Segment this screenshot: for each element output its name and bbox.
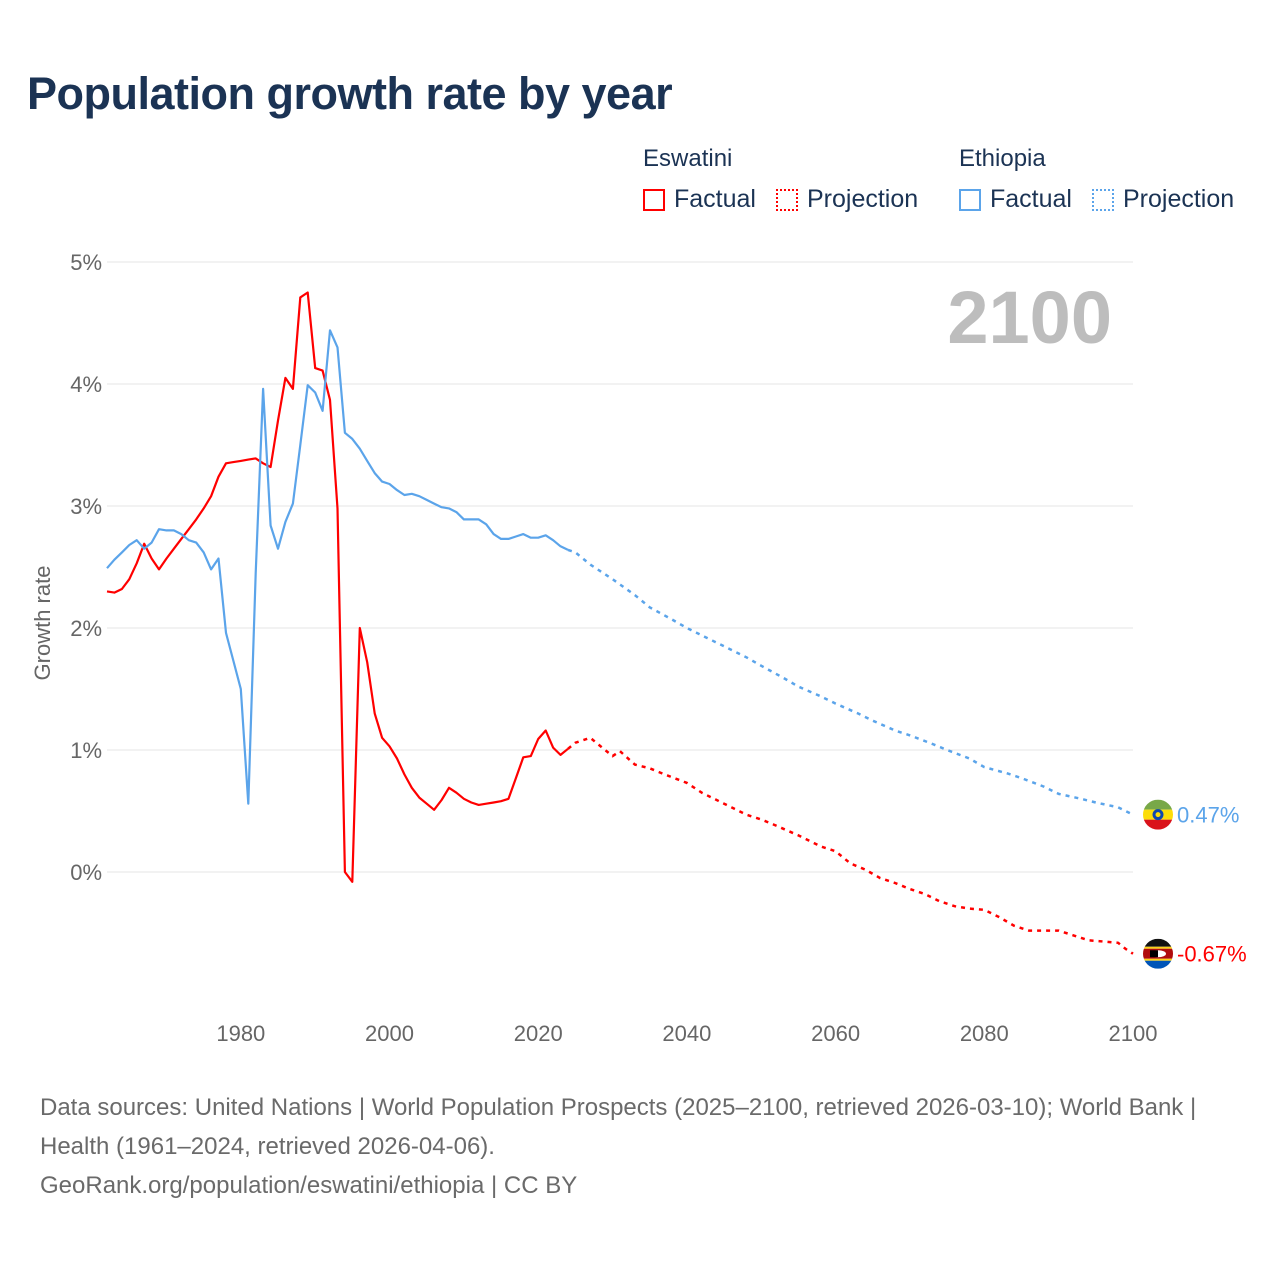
y-tick-label: 3% — [70, 494, 102, 519]
legend-swatch-solid-icon — [959, 188, 981, 211]
legend-ethiopia-projection[interactable]: Projection — [1092, 185, 1234, 214]
line-eswatini-projection — [567, 736, 1134, 955]
flag-stripe — [1143, 958, 1173, 961]
legend-swatch-solid-icon — [643, 188, 665, 211]
legend-eswatini-projection[interactable]: Projection — [776, 185, 918, 214]
legend-eswatini-factual[interactable]: Factual — [643, 185, 756, 214]
legend-country-ethiopia: Ethiopia — [959, 145, 1046, 172]
end-label-eswatini: -0.67% — [1177, 942, 1247, 967]
legend-ethiopia-factual[interactable]: Factual — [959, 185, 1072, 214]
y-tick-label: 1% — [70, 738, 102, 763]
y-axis-label: Growth rate — [30, 566, 55, 681]
legend-label: Factual — [990, 185, 1072, 213]
chart-plot: 0% 1% 2% 3% 4% 5% 1980 2000 2020 2040 2060 2080 2100… — [30, 250, 1247, 1046]
legend-label: Projection — [807, 185, 919, 213]
flag-stripe — [1143, 938, 1173, 947]
flag-emblem-star — [1155, 812, 1161, 818]
y-tick-label: 2% — [70, 616, 102, 641]
flag-stripe — [1143, 819, 1173, 830]
x-tick-label: 1980 — [216, 1021, 265, 1046]
source-link[interactable]: GeoRank.org/population/eswatini/ethiopia… — [40, 1172, 578, 1199]
flag-eswatini-icon — [1143, 938, 1173, 969]
y-tick-label: 0% — [70, 860, 102, 885]
chart-title: Population growth rate by year — [27, 68, 673, 119]
source-text: Data sources: United Nations | World Pop… — [40, 1094, 1197, 1160]
flag-stripe — [1143, 960, 1173, 969]
y-tick-label: 4% — [70, 372, 102, 397]
flag-stripe — [1143, 799, 1173, 810]
flag-ethiopia-icon — [1143, 799, 1173, 830]
year-watermark: 2100 — [947, 276, 1112, 359]
x-tick-label: 2020 — [514, 1021, 563, 1046]
line-eswatini-factual — [106, 291, 569, 883]
end-label-ethiopia: 0.47% — [1177, 803, 1239, 828]
source-note: Data sources: United Nations | World Pop… — [40, 1088, 1240, 1205]
legend-label: Projection — [1123, 185, 1235, 213]
legend-swatch-dotted-icon — [1092, 188, 1114, 211]
x-tick-label: 2100 — [1109, 1021, 1158, 1046]
x-tick-label: 2080 — [960, 1021, 1009, 1046]
y-tick-label: 5% — [70, 250, 102, 275]
line-ethiopia-factual — [106, 329, 569, 805]
legend-label: Factual — [674, 185, 756, 213]
flag-stripe — [1143, 946, 1173, 949]
x-tick-label: 2040 — [662, 1021, 711, 1046]
line-ethiopia-projection — [567, 548, 1134, 816]
x-tick-label: 2000 — [365, 1021, 414, 1046]
flag-shield-dark — [1150, 950, 1158, 958]
legend-swatch-dotted-icon — [776, 188, 798, 211]
x-tick-label: 2060 — [811, 1021, 860, 1046]
legend-country-eswatini: Eswatini — [643, 145, 733, 172]
